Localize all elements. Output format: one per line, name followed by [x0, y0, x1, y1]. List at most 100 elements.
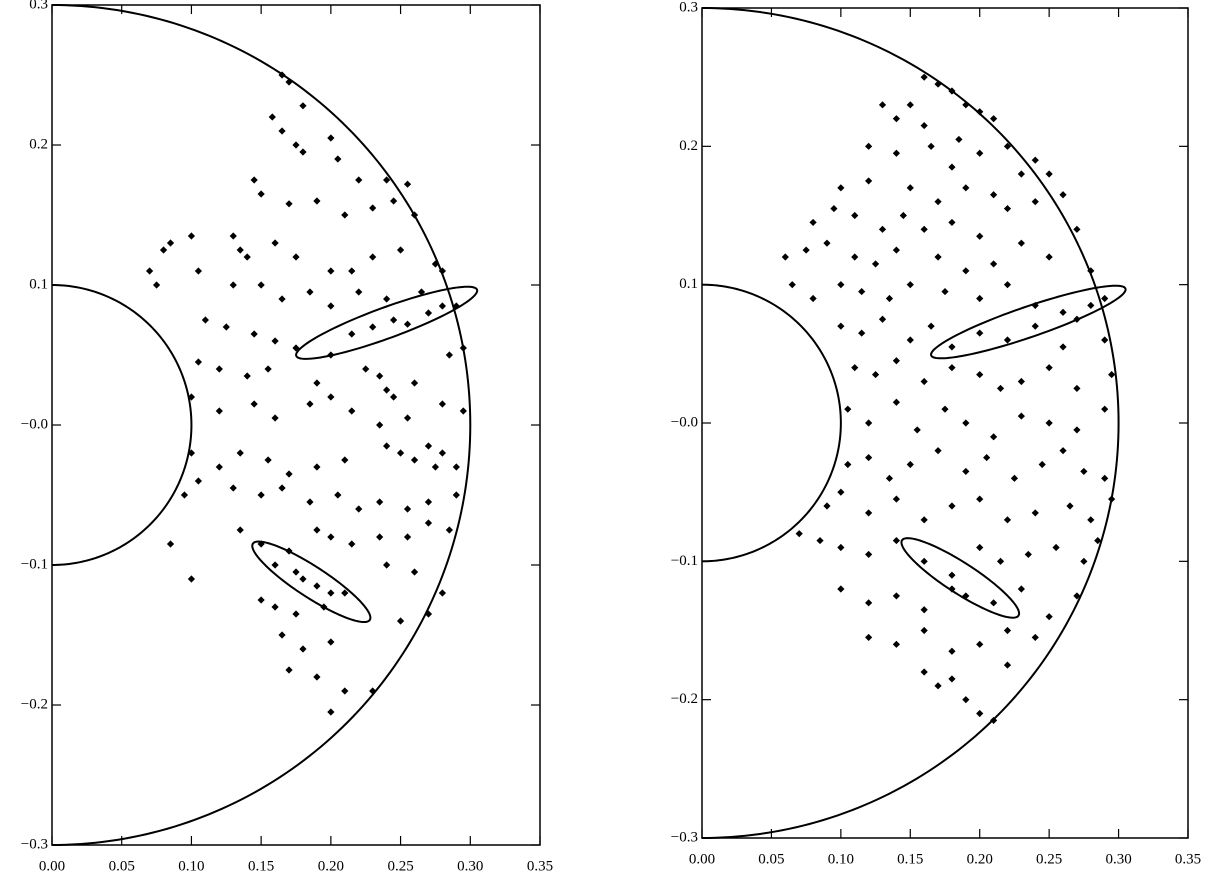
point	[306, 288, 314, 296]
point	[851, 253, 859, 261]
point	[962, 184, 970, 192]
point	[1045, 253, 1053, 261]
point	[892, 149, 900, 157]
point	[410, 568, 419, 576]
point	[1087, 301, 1095, 310]
point	[948, 343, 956, 351]
point	[920, 606, 928, 614]
point	[341, 589, 349, 597]
point	[990, 716, 998, 725]
point	[976, 495, 984, 503]
point	[962, 101, 970, 109]
y-tick-label: 0.3	[29, 0, 48, 12]
point	[1073, 384, 1081, 393]
y-tick-label: −0.0	[671, 414, 698, 430]
point	[383, 295, 391, 303]
y-tick-label: −0.0	[21, 416, 48, 432]
point	[264, 456, 272, 464]
point	[194, 358, 202, 366]
point	[1003, 281, 1012, 289]
point	[976, 640, 984, 648]
point	[292, 141, 300, 149]
point	[892, 536, 900, 545]
point	[858, 329, 866, 337]
point	[348, 267, 356, 275]
x-tick-label: 0.05	[758, 851, 784, 867]
point	[383, 386, 391, 394]
point	[369, 253, 377, 261]
x-tick-label: 0.15	[248, 858, 274, 874]
point	[341, 456, 349, 464]
point	[250, 176, 258, 184]
point	[383, 442, 391, 450]
point	[913, 426, 921, 434]
point	[990, 191, 998, 199]
point	[229, 281, 237, 289]
point	[948, 647, 956, 655]
point	[159, 246, 168, 254]
point	[180, 491, 189, 499]
point	[236, 246, 244, 254]
point	[816, 536, 824, 545]
point	[285, 200, 293, 208]
point	[403, 505, 412, 513]
point	[865, 509, 873, 517]
point	[187, 232, 196, 240]
y-tick-label: −0.1	[21, 556, 48, 572]
point	[892, 115, 900, 123]
point	[313, 582, 321, 590]
point	[809, 294, 817, 303]
point	[920, 668, 928, 676]
point	[327, 708, 335, 716]
point	[934, 80, 942, 88]
point	[948, 571, 956, 579]
point	[438, 302, 446, 310]
point	[962, 592, 970, 600]
point	[341, 687, 349, 695]
point	[934, 198, 942, 206]
point	[1059, 447, 1067, 455]
point	[313, 197, 321, 205]
y-tick-label: 0.1	[679, 276, 698, 292]
x-tick-label: 0.20	[318, 858, 344, 874]
point	[452, 463, 460, 471]
point	[920, 121, 928, 130]
point	[941, 405, 949, 413]
point	[278, 631, 286, 639]
point	[885, 474, 894, 482]
point	[424, 610, 433, 618]
x-tick-label: 0.10	[178, 858, 204, 874]
point	[927, 322, 935, 330]
point	[229, 232, 237, 240]
y-tick-label: −0.3	[21, 836, 48, 852]
point	[837, 322, 845, 330]
point	[1108, 495, 1116, 503]
point	[271, 414, 279, 422]
point	[1073, 592, 1081, 600]
point	[1101, 474, 1109, 482]
point	[865, 599, 873, 607]
point	[851, 364, 859, 372]
point	[278, 295, 286, 303]
point	[390, 316, 398, 324]
point	[809, 218, 817, 227]
point	[285, 547, 293, 555]
point	[1087, 516, 1095, 524]
point	[257, 491, 265, 499]
point	[285, 666, 293, 674]
point	[1045, 364, 1053, 372]
point	[934, 682, 942, 690]
point	[257, 596, 265, 604]
point	[327, 351, 335, 359]
point	[292, 610, 300, 618]
point	[996, 557, 1005, 565]
plot-frame	[51, 4, 541, 846]
point	[1017, 377, 1025, 386]
point	[899, 211, 907, 220]
point	[976, 329, 984, 337]
point	[327, 302, 335, 310]
point	[236, 449, 244, 457]
point	[990, 260, 998, 268]
point	[962, 419, 970, 427]
point	[865, 142, 873, 150]
